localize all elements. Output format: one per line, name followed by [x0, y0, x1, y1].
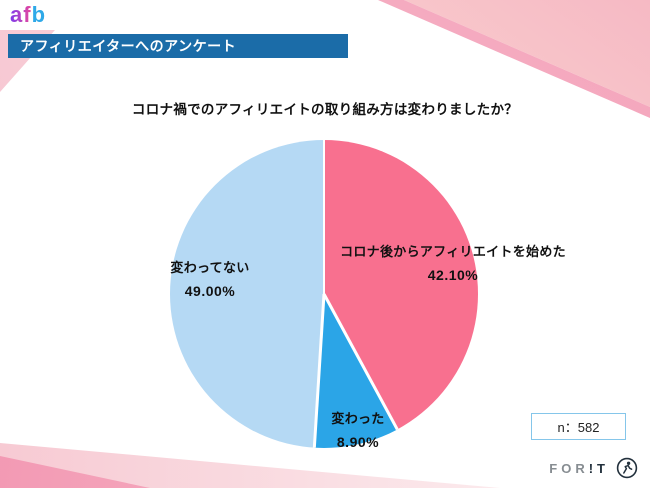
afb-logo-b: b	[31, 2, 47, 27]
afb-logo-af: af	[10, 2, 32, 27]
slice-label-started-after-corona: コロナ後からアフィリエイトを始めた 42.10%	[333, 241, 573, 283]
afb-logo: afb	[10, 2, 46, 28]
pie	[170, 140, 478, 448]
pie-chart	[170, 140, 478, 448]
chart-title: コロナ禍でのアフィリエイトの取り組み方は変わりましたか？	[131, 102, 519, 117]
runner-icon	[616, 457, 638, 479]
slice-percent: 49.00%	[184, 283, 236, 299]
sample-size-label: n：582	[557, 420, 600, 435]
forit-logo: FOR!T	[549, 457, 638, 479]
header-title: アフィリエイターへのアンケート	[20, 38, 237, 54]
slice-label-changed: 変わった 8.90%	[302, 408, 414, 450]
sample-size-box: n：582	[531, 413, 626, 440]
pie-slice-divider	[322, 140, 326, 294]
slice-label-unchanged: 変わってない 49.00%	[145, 257, 275, 299]
slice-name: 変わってない	[170, 260, 250, 275]
header-bar: アフィリエイターへのアンケート	[8, 34, 348, 58]
slice-percent: 42.10%	[427, 267, 479, 283]
forit-logo-text: FOR!T	[549, 460, 609, 476]
slice-percent: 8.90%	[336, 434, 380, 450]
slice-name: コロナ後からアフィリエイトを始めた	[340, 244, 566, 259]
slice-name: 変わった	[331, 411, 385, 426]
